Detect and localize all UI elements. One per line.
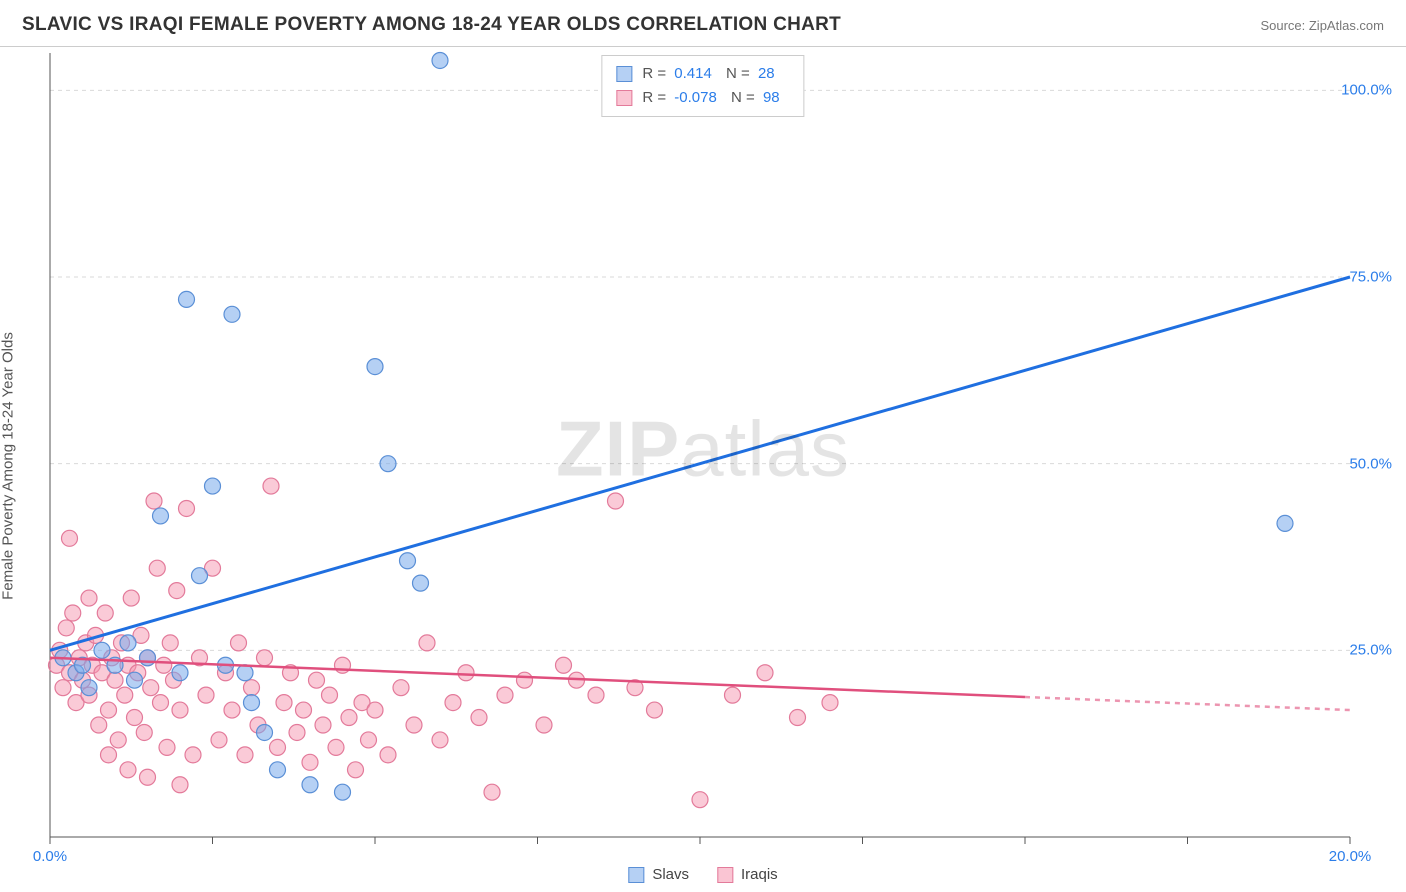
chart-source: Source: ZipAtlas.com bbox=[1260, 18, 1384, 33]
n-value-iraqis: 98 bbox=[763, 89, 780, 106]
chart-area: Female Poverty Among 18-24 Year Olds ZIP… bbox=[0, 47, 1406, 885]
chart-header: SLAVIC VS IRAQI FEMALE POVERTY AMONG 18-… bbox=[0, 0, 1406, 47]
r-label: R = bbox=[642, 89, 666, 106]
r-value-slavs: 0.414 bbox=[674, 65, 712, 82]
chart-title: SLAVIC VS IRAQI FEMALE POVERTY AMONG 18-… bbox=[22, 14, 841, 36]
n-value-slavs: 28 bbox=[758, 65, 775, 82]
legend-item-iraqis: Iraqis bbox=[717, 866, 778, 883]
swatch-slavs bbox=[616, 66, 632, 82]
corr-slavs-text: R = 0.414 N = 28 bbox=[642, 62, 784, 86]
series-legend: Slavs Iraqis bbox=[628, 866, 777, 883]
n-label: N = bbox=[731, 89, 755, 106]
corr-row-iraqis: R = -0.078 N = 98 bbox=[616, 86, 789, 110]
x-tick: 20.0% bbox=[1329, 848, 1372, 865]
y-tick: 25.0% bbox=[1349, 642, 1392, 659]
corr-row-slavs: R = 0.414 N = 28 bbox=[616, 62, 789, 86]
correlation-legend: R = 0.414 N = 28 R = -0.078 N = 98 bbox=[601, 55, 804, 117]
legend-label-slavs: Slavs bbox=[652, 866, 689, 883]
scatter-plot-svg bbox=[0, 47, 1406, 885]
legend-swatch-iraqis bbox=[717, 867, 733, 883]
r-label: R = bbox=[642, 65, 666, 82]
x-tick: 0.0% bbox=[33, 848, 67, 865]
y-tick: 50.0% bbox=[1349, 455, 1392, 472]
y-tick: 100.0% bbox=[1341, 82, 1392, 99]
legend-item-slavs: Slavs bbox=[628, 866, 689, 883]
source-name: ZipAtlas.com bbox=[1309, 18, 1384, 33]
y-tick: 75.0% bbox=[1349, 269, 1392, 286]
swatch-iraqis bbox=[616, 90, 632, 106]
legend-label-iraqis: Iraqis bbox=[741, 866, 778, 883]
corr-iraqis-text: R = -0.078 N = 98 bbox=[642, 86, 789, 110]
source-prefix: Source: bbox=[1260, 18, 1308, 33]
y-axis-label: Female Poverty Among 18-24 Year Olds bbox=[0, 332, 17, 600]
legend-swatch-slavs bbox=[628, 867, 644, 883]
r-value-iraqis: -0.078 bbox=[674, 89, 717, 106]
n-label: N = bbox=[726, 65, 750, 82]
